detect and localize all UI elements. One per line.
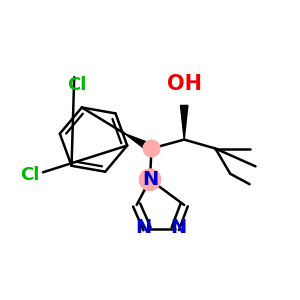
Text: OH: OH [167,74,202,94]
Text: Cl: Cl [68,76,87,94]
Text: N: N [135,218,151,237]
Polygon shape [125,134,154,152]
Polygon shape [181,105,188,140]
Circle shape [139,169,161,190]
Text: Cl: Cl [20,166,39,184]
Text: N: N [171,218,187,237]
Text: N: N [142,170,158,189]
Circle shape [143,140,160,157]
